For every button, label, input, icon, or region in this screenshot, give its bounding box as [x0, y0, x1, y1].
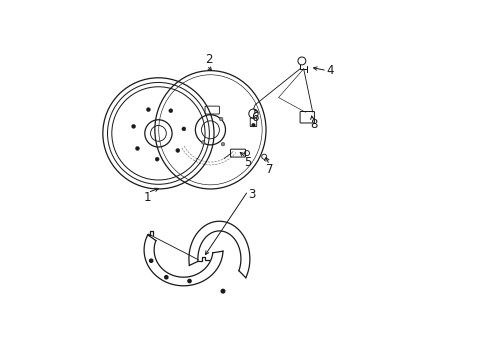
- Text: 6: 6: [251, 111, 259, 124]
- Text: 4: 4: [326, 64, 334, 77]
- Circle shape: [131, 125, 135, 129]
- Circle shape: [176, 148, 180, 152]
- Circle shape: [221, 289, 224, 293]
- Text: 5: 5: [244, 156, 251, 168]
- Circle shape: [182, 127, 185, 131]
- Circle shape: [251, 123, 255, 127]
- Circle shape: [164, 276, 167, 279]
- Text: 8: 8: [310, 118, 318, 131]
- Circle shape: [187, 279, 191, 283]
- Circle shape: [221, 142, 224, 146]
- Text: 2: 2: [204, 53, 212, 66]
- Text: 3: 3: [247, 188, 255, 201]
- Text: 7: 7: [265, 163, 273, 176]
- Circle shape: [135, 147, 139, 150]
- Text: 1: 1: [143, 192, 151, 204]
- Circle shape: [201, 140, 204, 144]
- Circle shape: [155, 157, 159, 161]
- Circle shape: [146, 108, 150, 112]
- Circle shape: [168, 109, 172, 113]
- Circle shape: [219, 117, 223, 121]
- Circle shape: [149, 259, 152, 262]
